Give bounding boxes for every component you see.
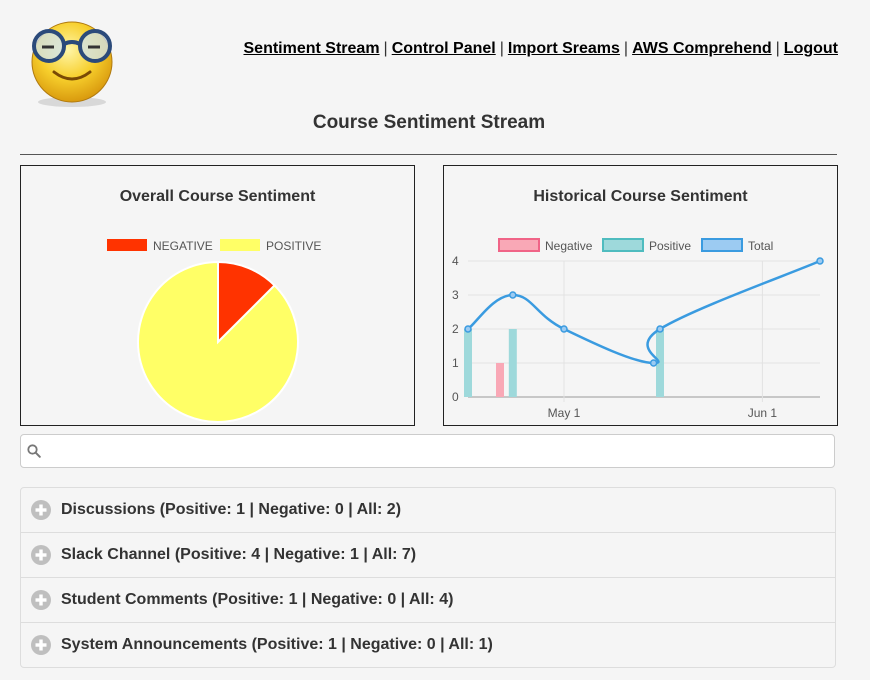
bar-positive	[508, 329, 517, 397]
nav-aws-comprehend[interactable]: AWS Comprehend	[632, 40, 772, 57]
historical-sentiment-panel: Historical Course Sentiment Negative Pos…	[443, 165, 838, 426]
nav-logout[interactable]: Logout	[783, 40, 838, 57]
accordion-label-slack-channel: Slack Channel (Positive: 4 | Negative: 1…	[61, 546, 417, 563]
historical-sentiment-line-chart: Negative Positive Total 0 1 2 3 4 May 1 Jun 1	[452, 238, 824, 420]
plus-icon	[31, 500, 51, 520]
total-series-point	[649, 359, 658, 367]
legend-label-hist-total: Total	[748, 239, 773, 253]
plus-icon	[31, 545, 51, 565]
y-tick-label: 4	[452, 254, 459, 268]
search-box	[20, 434, 835, 468]
stream-accordion: Discussions (Positive: 1 | Negative: 0 |…	[20, 487, 836, 668]
nav-control-panel[interactable]: Control Panel	[391, 40, 496, 57]
historical-sentiment-title: Historical Course Sentiment	[533, 188, 748, 205]
overall-sentiment-pie-chart: NEGATIVE POSITIVE	[107, 239, 321, 423]
accordion-item-discussions[interactable]: Discussions (Positive: 1 | Negative: 0 |…	[21, 488, 835, 533]
legend-label-hist-positive: Positive	[649, 239, 691, 253]
x-tick-label: Jun 1	[748, 406, 778, 420]
legend-label-negative: NEGATIVE	[153, 239, 213, 253]
legend-swatch-positive	[220, 239, 260, 251]
y-tick-label: 1	[452, 356, 459, 370]
logo-smiley-glasses	[22, 16, 122, 108]
nav-sentiment-stream[interactable]: Sentiment Stream	[243, 40, 380, 57]
total-series-line	[467, 259, 821, 365]
accordion-label-system-announcements: System Announcements (Positive: 1 | Nega…	[61, 636, 493, 653]
y-tick-label: 3	[452, 288, 459, 302]
total-series-point	[560, 325, 568, 333]
nav-import-streams[interactable]: Import Sreams	[507, 40, 620, 57]
legend-swatch-hist-total	[701, 238, 743, 252]
page-title: Course Sentiment Stream	[312, 112, 546, 133]
plus-icon	[31, 590, 51, 610]
legend-label-positive: POSITIVE	[266, 239, 321, 253]
search-icon	[27, 444, 41, 458]
legend-swatch-hist-negative	[498, 238, 540, 252]
overall-sentiment-title: Overall Course Sentiment	[119, 188, 316, 205]
legend-swatch-hist-positive	[602, 238, 644, 252]
total-series-point	[509, 291, 517, 299]
bar-positive	[464, 329, 472, 397]
title-divider	[20, 154, 837, 155]
accordion-label-student-comments: Student Comments (Positive: 1 | Negative…	[61, 591, 454, 608]
y-tick-label: 0	[452, 390, 459, 404]
pie-slice-positive	[137, 260, 299, 423]
accordion-item-system-announcements[interactable]: System Announcements (Positive: 1 | Nega…	[21, 623, 835, 667]
total-series-point	[816, 257, 824, 265]
pie-slice-negative	[217, 260, 276, 345]
plus-icon	[31, 635, 51, 655]
legend-label-hist-negative: Negative	[545, 239, 593, 253]
bar-negative	[496, 363, 504, 397]
y-tick-label: 2	[452, 322, 459, 336]
search-input[interactable]	[49, 439, 833, 465]
overall-sentiment-panel: Overall Course Sentiment NEGATIVE POSITI…	[20, 165, 415, 426]
bar-positive	[656, 329, 664, 397]
accordion-item-slack-channel[interactable]: Slack Channel (Positive: 4 | Negative: 1…	[21, 533, 835, 578]
accordion-item-student-comments[interactable]: Student Comments (Positive: 1 | Negative…	[21, 578, 835, 623]
accordion-label-discussions: Discussions (Positive: 1 | Negative: 0 |…	[61, 501, 402, 518]
total-series-point	[464, 325, 472, 333]
x-tick-label: May 1	[548, 406, 581, 420]
legend-swatch-negative	[107, 239, 147, 251]
total-series-point	[656, 325, 664, 333]
top-nav: Sentiment Stream | Control Panel | Import Sr…	[243, 40, 839, 57]
